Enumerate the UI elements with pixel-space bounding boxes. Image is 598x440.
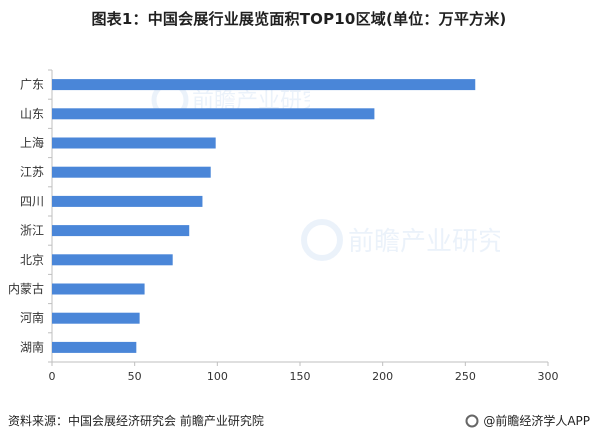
bar [52, 225, 190, 237]
x-tick-label: 50 [128, 370, 142, 383]
category-label: 河南 [20, 310, 44, 325]
brand-label: @前瞻经济学人APP [483, 414, 590, 428]
category-label: 北京 [20, 253, 44, 267]
bar [52, 137, 216, 149]
category-label: 浙江 [20, 224, 44, 238]
brand: @前瞻经济学人APP [465, 412, 590, 429]
x-tick-label: 250 [455, 370, 476, 383]
category-label: 广东 [20, 78, 44, 92]
x-tick-label: 0 [49, 370, 56, 383]
chart-title: 图表1：中国会展行业展览面积TOP10区域(单位：万平方米) [91, 10, 507, 28]
bar [52, 254, 173, 266]
x-tick-label: 150 [290, 370, 311, 383]
bar [52, 341, 137, 353]
footer: 资料来源：中国会展经济研究会 前瞻产业研究院 @前瞻经济学人APP [8, 410, 590, 432]
x-tick-label: 100 [207, 370, 228, 383]
category-label: 山东 [20, 107, 44, 121]
bar [52, 79, 476, 91]
category-label: 四川 [20, 194, 44, 208]
category-label: 江苏 [20, 165, 44, 179]
bar [52, 283, 145, 295]
x-tick-label: 200 [372, 370, 393, 383]
brand-logo-icon [465, 414, 479, 427]
bar [52, 166, 211, 178]
bar [52, 312, 140, 324]
category-label: 内蒙古 [8, 281, 44, 296]
category-label: 上海 [20, 135, 44, 150]
source-note: 资料来源：中国会展经济研究会 前瞻产业研究院 [8, 414, 264, 428]
bar [52, 195, 203, 207]
category-label: 湖南 [20, 339, 44, 354]
x-tick-label: 300 [538, 370, 559, 383]
bar [52, 108, 375, 120]
